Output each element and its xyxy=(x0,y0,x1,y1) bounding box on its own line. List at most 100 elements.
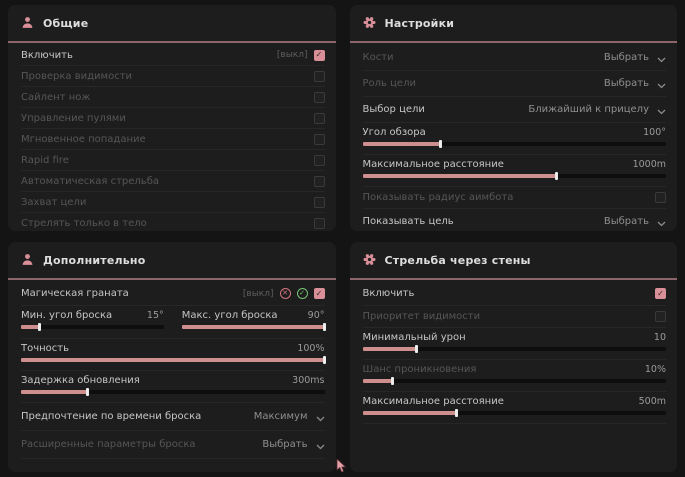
dropdown-value: Максимум xyxy=(253,411,308,422)
dropdown-row-throw-time-preference: Предпочтение по времени броска Максимум xyxy=(21,403,325,431)
keybind-tag[interactable]: [выкл] xyxy=(242,288,274,299)
panel-settings-header: Настройки xyxy=(349,5,677,43)
dropdown-label: Предпочтение по времени броска xyxy=(21,411,202,422)
toggle-label: Включить xyxy=(362,288,415,299)
show-target-dropdown[interactable]: Выбрать xyxy=(604,212,666,231)
slider-label: Макс. угол броска xyxy=(181,310,278,321)
dropdown-value: Ближайший к прицелу xyxy=(528,104,649,115)
checkbox[interactable]: ✓ xyxy=(313,49,325,61)
toggle-row-visibility-check: Проверка видимости ✓ xyxy=(21,66,325,87)
dropdown-label: Показывать цель xyxy=(362,216,454,227)
mouse-cursor xyxy=(336,458,348,477)
penetration-chance-slider[interactable] xyxy=(362,377,666,385)
checkmark-icon: ✓ xyxy=(657,288,664,298)
slider-row-update-delay: Задержка обновления 300ms xyxy=(21,371,325,403)
slider-label: Мин. угол броска xyxy=(21,310,113,321)
slider-row-max-distance: Максимальное расстояние 1000m xyxy=(362,155,666,187)
panel-title: Стрельба через стены xyxy=(384,254,531,267)
toggle-row-bullet-control: Управление пулями ✓ xyxy=(21,108,325,129)
toggle-label: Показывать радиус аимбота xyxy=(362,192,514,203)
toggle-row-instant-hit: Мгновенное попадание ✓ xyxy=(21,129,325,150)
slider-row-max-distance: Максимальное расстояние 500m xyxy=(362,392,666,424)
panel-title: Общие xyxy=(43,17,89,30)
checkbox[interactable]: ✓ xyxy=(313,91,325,103)
toggle-row-silent-knife: Сайлент нож ✓ xyxy=(21,87,325,108)
panel-settings-body: Кости Выбрать Роль цели Выбрать Выбор це… xyxy=(350,43,678,231)
target-selection-dropdown[interactable]: Ближайший к прицелу xyxy=(528,100,666,119)
checkbox[interactable]: ✓ xyxy=(313,112,325,124)
checkbox[interactable]: ✓ xyxy=(313,154,325,166)
checkbox[interactable]: ✓ xyxy=(313,196,325,208)
target-role-dropdown[interactable]: Выбрать xyxy=(604,74,666,93)
slider-row-fov: Угол обзора 100° xyxy=(362,123,666,155)
slider-value: 100% xyxy=(297,343,325,354)
dropdown-label: Выбор цели xyxy=(362,104,425,115)
toggle-row-magic-grenade: Магическая граната [выкл] ✕ ✓ ✓ xyxy=(21,282,325,306)
bones-dropdown[interactable]: Выбрать xyxy=(604,48,666,67)
toggle-row-rapid-fire: Rapid fire ✓ xyxy=(21,150,325,171)
cancel-badge-icon[interactable]: ✕ xyxy=(279,288,291,299)
keybind-tag[interactable]: [выкл] xyxy=(276,50,308,60)
slider-value: 90° xyxy=(307,310,325,321)
dropdown-value: Выбрать xyxy=(603,78,649,89)
slider-label: Максимальное расстояние xyxy=(362,396,504,407)
checkbox[interactable]: ✓ xyxy=(655,311,666,322)
checkbox[interactable]: ✓ xyxy=(313,70,325,82)
slider-row-min-throw-angle: Мин. угол броска 15° xyxy=(21,306,164,338)
slider-value: 500m xyxy=(638,396,666,407)
max-throw-angle-slider[interactable] xyxy=(181,323,326,331)
max-distance-slider[interactable] xyxy=(362,172,666,180)
dropdown-row-advanced-throw-params: Расширенные параметры броска Выбрать xyxy=(21,431,325,459)
toggle-label: Сайлент нож xyxy=(21,91,91,103)
checkbox[interactable]: ✓ xyxy=(313,133,325,145)
checkbox[interactable]: ✓ xyxy=(313,288,325,299)
gear-icon xyxy=(363,14,376,33)
chevron-down-icon xyxy=(657,48,666,67)
min-throw-angle-slider[interactable] xyxy=(21,323,164,331)
dropdown-row-target-selection: Выбор цели Ближайший к прицелу xyxy=(362,97,666,123)
panel-additional-body: Магическая граната [выкл] ✕ ✓ ✓ Мин. уго… xyxy=(8,280,336,472)
checkbox[interactable]: ✓ xyxy=(655,192,666,203)
slider-label: Шанс проникновения xyxy=(362,364,477,375)
slider-value: 15° xyxy=(146,310,164,321)
slider-value: 100° xyxy=(643,127,666,138)
dropdown-value: Выбрать xyxy=(262,439,308,450)
checkbox[interactable]: ✓ xyxy=(655,288,666,299)
toggle-row-visibility-priority: Приоритет видимости ✓ xyxy=(362,306,666,328)
toggle-label: Включить xyxy=(21,49,73,61)
slider-value: 10% xyxy=(644,364,666,375)
dropdown-row-bones: Кости Выбрать xyxy=(362,45,666,71)
panel-additional: Дополнительно Магическая граната [выкл] … xyxy=(8,242,336,472)
toggle-label: Приоритет видимости xyxy=(362,311,481,322)
accuracy-slider[interactable] xyxy=(21,356,325,364)
toggle-row-target-lock: Захват цели ✓ xyxy=(21,192,325,213)
toggle-label: Управление пулями xyxy=(21,112,126,124)
slider-row-accuracy: Точность 100% xyxy=(21,339,325,371)
panel-wallbang: Стрельба через стены Включить ✓ Приорите… xyxy=(349,242,678,472)
slider-row-min-damage: Минимальный урон 10 xyxy=(362,328,666,360)
confirm-badge-icon[interactable]: ✓ xyxy=(296,288,308,299)
panel-wallbang-body: Включить ✓ Приоритет видимости ✓ Минимал… xyxy=(350,280,678,472)
checkmark-icon: ✓ xyxy=(315,50,323,59)
dropdown-label: Роль цели xyxy=(362,78,416,89)
advanced-throw-params-dropdown[interactable]: Выбрать xyxy=(262,435,324,454)
fov-slider[interactable] xyxy=(362,140,666,148)
checkbox[interactable]: ✓ xyxy=(313,175,325,187)
toggle-label: Стрелять только в тело xyxy=(21,217,147,229)
toggle-label: Захват цели xyxy=(21,196,87,208)
checkbox[interactable]: ✓ xyxy=(313,217,325,229)
slider-value: 10 xyxy=(653,332,666,343)
slider-label: Угол обзора xyxy=(362,127,426,138)
slider-label: Задержка обновления xyxy=(21,375,140,386)
toggle-label: Проверка видимости xyxy=(21,70,133,82)
min-damage-slider[interactable] xyxy=(362,345,666,353)
slider-row-penetration-chance: Шанс проникновения 10% xyxy=(362,360,666,392)
dropdown-label: Кости xyxy=(362,52,394,63)
person-icon xyxy=(21,14,34,33)
update-delay-slider[interactable] xyxy=(21,388,325,396)
toggle-label: Магическая граната xyxy=(21,288,129,299)
chevron-down-icon xyxy=(316,407,325,426)
wallbang-max-distance-slider[interactable] xyxy=(362,409,666,417)
throw-time-preference-dropdown[interactable]: Максимум xyxy=(254,407,325,426)
chevron-down-icon xyxy=(657,100,666,119)
